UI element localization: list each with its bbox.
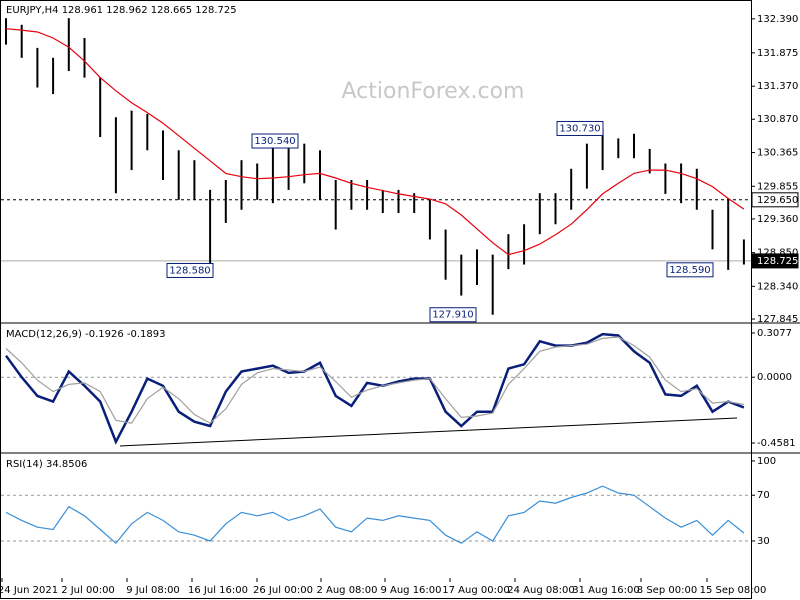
y-tick-label: 130.365 <box>757 148 798 159</box>
x-tick-label: 9 Aug 16:00 <box>380 585 441 596</box>
panel-title: MACD(12,26,9) -0.1926 -0.1893 <box>6 329 166 340</box>
x-tick-label: 26 Jul 00:00 <box>253 585 313 596</box>
annotation-label: 128.580 <box>169 265 210 276</box>
watermark: ActionForex.com <box>342 79 525 104</box>
x-tick-label: 2 Jul 00:00 <box>61 585 115 596</box>
y-tick-label: 0.3077 <box>757 328 792 339</box>
annotation-box <box>166 262 214 278</box>
y-tick-label: -0.4581 <box>757 438 796 449</box>
annotation-box <box>666 262 714 278</box>
x-tick-label: 2 Aug 08:00 <box>316 585 377 596</box>
panel-title: RSI(14) 34.8506 <box>6 459 87 470</box>
price-line-label: 128.725 <box>757 256 798 267</box>
x-tick-label: 24 Jun 2021 <box>0 585 58 596</box>
y-tick-label: 131.875 <box>757 48 798 59</box>
y-tick-label: 130.870 <box>757 114 798 125</box>
panel-title: EURJPY,H4 128.961 128.962 128.665 128.72… <box>6 5 237 16</box>
annotation-box <box>429 307 477 323</box>
indicator-line <box>5 28 745 256</box>
annotation-label: 130.730 <box>559 123 600 134</box>
annotation-label: 128.590 <box>669 265 710 276</box>
frame <box>0 0 752 599</box>
y-tick-label: 132.390 <box>757 14 798 25</box>
x-tick-label: 31 Aug 16:00 <box>572 585 639 596</box>
x-tick-label: 16 Jul 16:00 <box>188 585 248 596</box>
y-tick-label: 129.360 <box>757 214 798 225</box>
price-line-box <box>751 192 799 208</box>
y-tick-label: 100 <box>757 456 776 467</box>
price-line-label: 129.650 <box>757 195 798 206</box>
indicator-line <box>5 336 745 424</box>
annotation-label: 127.910 <box>432 310 473 321</box>
y-tick-label: 30 <box>757 536 770 547</box>
annotation-label: 130.540 <box>254 136 295 147</box>
indicator-line <box>5 485 745 545</box>
annotation-box <box>251 133 299 149</box>
y-tick-label: 131.370 <box>757 81 798 92</box>
y-tick-label: 127.845 <box>757 314 798 325</box>
x-tick-label: 24 Aug 08:00 <box>507 585 574 596</box>
x-tick-label: 17 Aug 00:00 <box>442 585 509 596</box>
price-line-box <box>751 253 799 269</box>
x-tick-label: 15 Sep 08:00 <box>700 585 767 596</box>
y-tick-label: 70 <box>757 490 770 501</box>
trend-line <box>119 417 738 447</box>
y-tick-label: 0.0000 <box>757 372 792 383</box>
y-tick-label: 128.340 <box>757 281 798 292</box>
y-tick-label: 128.850 <box>757 248 798 259</box>
x-tick-label: 8 Sep 00:00 <box>637 585 697 596</box>
y-tick-label: 129.855 <box>757 181 798 192</box>
x-tick-label: 9 Jul 08:00 <box>126 585 180 596</box>
annotation-box <box>556 120 604 136</box>
